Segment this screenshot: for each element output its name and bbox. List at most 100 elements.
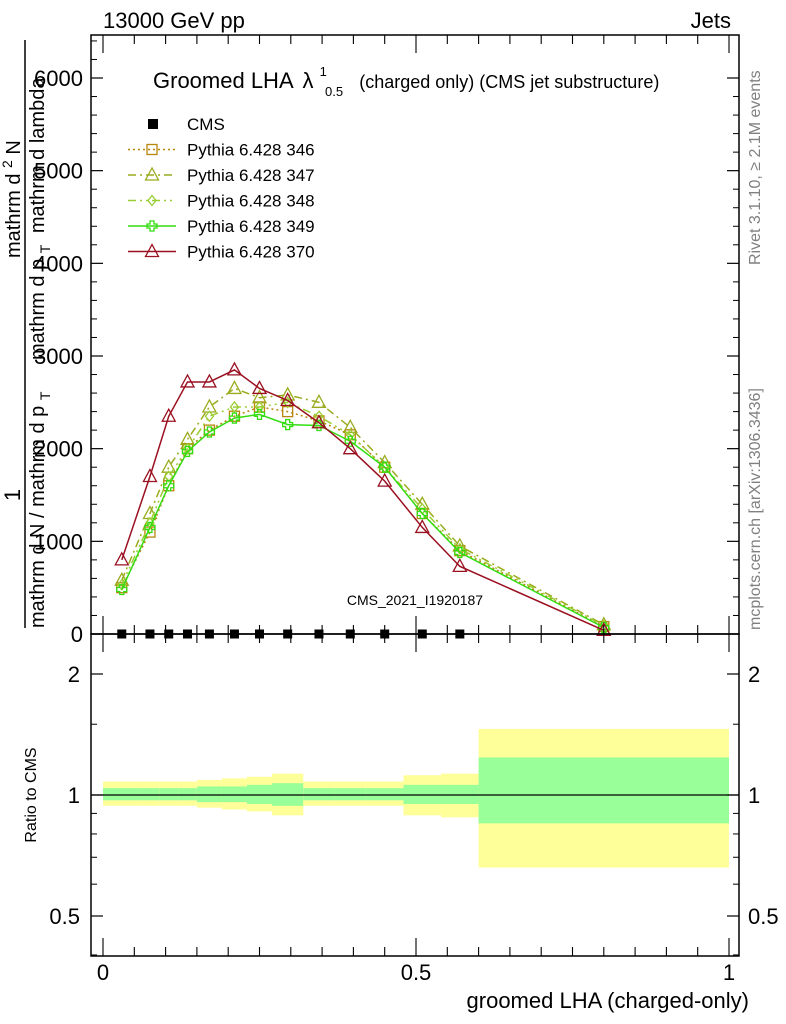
series-marker <box>379 461 391 473</box>
x-axis-label: groomed LHA (charged-only) <box>467 988 749 1013</box>
ratio-stat-band <box>441 784 479 804</box>
y-tick-label: 4000 <box>34 251 83 276</box>
series-marker <box>454 542 465 555</box>
legend-entry-cms: CMS <box>148 115 225 134</box>
ratio-stat-band <box>178 788 197 801</box>
ratio-y-tick-label: 2 <box>68 662 80 687</box>
mcplots-label: mcplots.cern.ch [arXiv:1306.3436] <box>747 388 764 630</box>
series-marker <box>163 470 174 483</box>
series-marker <box>116 583 128 596</box>
ratio-stat-band <box>403 784 442 804</box>
series-marker <box>163 480 175 492</box>
ratio-stat-band <box>140 788 160 801</box>
legend-entry: Pythia 6.428 348 <box>128 192 315 211</box>
y-tick-label: 3000 <box>34 344 83 369</box>
series-marker <box>114 551 130 566</box>
series-marker <box>342 418 358 434</box>
y-tick-label: 1000 <box>34 529 83 554</box>
ratio-stat-band <box>159 788 179 801</box>
series-marker <box>146 220 158 232</box>
ylabel-top-sup: 2 <box>0 160 15 168</box>
series-marker <box>179 373 196 388</box>
x-tick-label: 0.5 <box>401 960 432 985</box>
ylabel-top-rest: N <box>3 140 25 154</box>
ratio-y-tick-label-right: 2 <box>748 662 760 687</box>
ratio-stat-band <box>334 788 366 801</box>
series-marker <box>201 398 218 413</box>
plot-title-main: Groomed LHA <box>153 68 294 93</box>
legend-cms-marker <box>148 119 158 129</box>
ratio-panel: 0.5 0.51 12 2 0 0.5 1 Ratio to CMS groomed LH… <box>23 633 779 1013</box>
ratio-y-tick-label-right: 0.5 <box>748 904 779 929</box>
series-marker <box>452 537 468 552</box>
series-marker <box>251 380 268 395</box>
series-marker <box>226 361 243 376</box>
ratio-stat-band <box>221 786 247 803</box>
legend-label: Pythia 6.428 348 <box>187 192 315 211</box>
legend-entry: Pythia 6.428 349 <box>128 217 315 236</box>
legend-entry: Pythia 6.428 346 <box>128 141 315 160</box>
series-marker <box>146 143 158 156</box>
series-marker <box>598 621 610 634</box>
main-panel: 0 1000 2000 3000 4000 5000 6000 CMS_2021_I1920… <box>0 34 740 647</box>
series-line <box>121 413 605 629</box>
ylabel-top: mathrm d 2 N <box>0 140 25 258</box>
series-marker <box>282 396 293 409</box>
series-marker <box>253 408 266 421</box>
y-tick-label: 2000 <box>34 437 83 462</box>
ylabel-den-text: mathrm d N / mathrm d p <box>27 406 49 628</box>
ratio-stat-band <box>478 757 729 824</box>
main-x-ticks <box>102 35 730 634</box>
ylabel-den2-text: mathrm d p <box>27 259 49 360</box>
series-marker <box>416 507 428 520</box>
ratio-y-tick-label: 1 <box>68 783 80 808</box>
legend-entry: Pythia 6.428 347 <box>128 166 315 185</box>
plot-title-suffix: (charged only) (CMS jet substructure) <box>359 72 659 92</box>
series-marker <box>280 392 296 407</box>
series-marker <box>201 373 218 388</box>
ratio-stat-band <box>196 786 222 803</box>
x-tick-label: 1 <box>723 960 735 985</box>
series-marker <box>161 407 177 422</box>
legend-label: Pythia 6.428 349 <box>187 217 315 236</box>
series-marker <box>147 194 157 207</box>
series-marker <box>454 546 466 559</box>
main-y-ticks: 0 1000 2000 3000 4000 5000 6000 <box>34 40 739 647</box>
series-marker <box>282 418 294 431</box>
ylabel-top-text: mathrm d <box>3 174 25 258</box>
legend-label: CMS <box>187 115 225 134</box>
series-marker <box>142 468 158 483</box>
plot-title-sup: 1 <box>320 64 327 79</box>
series-line <box>121 387 605 626</box>
legend-label: Pythia 6.428 346 <box>187 141 315 160</box>
ylabel-den2-sub: T <box>37 244 53 253</box>
energy-label: 13000 GeV pp <box>103 8 245 33</box>
legend-label: Pythia 6.428 370 <box>187 243 315 262</box>
plot-title: Groomed LHA λ 1 0.5 (charged only) (CMS … <box>153 56 659 101</box>
watermark: CMS_2021_I1920187 <box>347 592 483 608</box>
series-pythia-6-428-349 <box>116 408 610 634</box>
ratio-y-ticks: 0.5 0.5 1 1 2 2 <box>49 662 779 956</box>
y-tick-label: 5000 <box>34 159 83 184</box>
main-y-axis-label: 1 mathrm d N / mathrm d p T mathrm d 2 N… <box>0 40 53 628</box>
series-marker <box>226 380 243 395</box>
series-marker <box>311 393 327 408</box>
series-marker <box>314 410 324 423</box>
ratio-stat-band <box>365 788 404 801</box>
series-marker <box>345 428 356 441</box>
series-marker <box>144 521 156 534</box>
series-marker <box>254 400 265 414</box>
series-marker <box>452 557 468 573</box>
legend: CMS Pythia 6.428 346 Pythia 6.428 347 Pythi… <box>128 115 315 262</box>
ylabel-numerator: 1 <box>0 489 25 501</box>
series-marker <box>144 166 160 181</box>
series-marker <box>181 445 194 458</box>
plot-title-symbol: λ <box>303 68 314 93</box>
y-tick-label: 6000 <box>34 66 83 91</box>
series-lines <box>114 361 612 636</box>
ratio-bands <box>103 728 729 868</box>
ratio-y-tick-label: 0.5 <box>49 904 80 929</box>
series-marker <box>414 519 430 534</box>
ylabel-den-sub: T <box>37 391 53 400</box>
